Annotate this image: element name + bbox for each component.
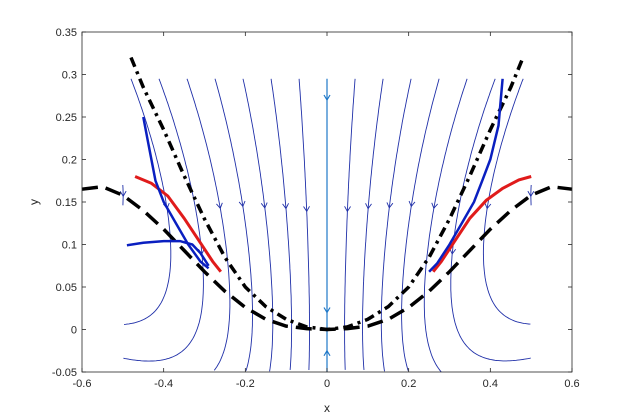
streamline-arrow: [365, 203, 372, 210]
streamline-arrow: [386, 202, 394, 209]
axes: -0.6 -0.4 -0.2 0 0.2 0.4 0.6 -0.05 0 0.05 0.1 0.15 0…: [52, 27, 580, 390]
overlay-curves: [81, 56, 573, 332]
x-tick-label: 0.6: [564, 378, 579, 390]
streamline-arrow: [527, 190, 535, 198]
y-tick-label: 0: [71, 325, 77, 337]
y-tick-label: 0.2: [62, 155, 77, 167]
x-tick-label: 0.2: [401, 378, 416, 390]
streamline: [186, 78, 231, 371]
center-arrow: [323, 94, 331, 102]
blue-curve: [428, 78, 504, 273]
streamline-arrow: [119, 190, 127, 198]
streamline-arrow: [282, 203, 289, 210]
x-tick-label: 0.4: [483, 378, 498, 390]
y-axis-label: y: [27, 199, 41, 205]
streamline: [123, 78, 172, 325]
streamline-arrow: [260, 202, 268, 209]
y-tick-label: 0.15: [56, 197, 77, 209]
y-tick-label: 0.25: [56, 112, 77, 124]
streamline-arrow: [344, 206, 351, 213]
red-curve: [134, 175, 222, 273]
streamline-arrow: [449, 248, 457, 255]
red-curve: [432, 175, 532, 273]
long-dash-curve: [81, 184, 573, 332]
x-tick-label: -0.4: [154, 378, 173, 390]
streamline-arrow: [238, 200, 246, 208]
y-tick-label: 0.3: [62, 70, 77, 82]
streamline: [401, 78, 440, 371]
streamline-arrow: [484, 202, 492, 210]
streamline: [423, 78, 468, 372]
center-arrow: [323, 349, 331, 357]
streamline: [298, 78, 310, 371]
streamline: [214, 78, 253, 371]
streamline-arrow: [431, 202, 438, 210]
streamline: [344, 78, 356, 370]
streamline: [123, 78, 204, 362]
streamline: [450, 78, 531, 362]
y-tick-label: 0.05: [56, 282, 77, 294]
streamline-arrow: [408, 200, 416, 208]
streamline-arrow: [216, 202, 223, 210]
blue-curve: [126, 239, 210, 267]
x-tick-label: -0.6: [73, 378, 92, 390]
streamlines: [119, 78, 535, 372]
blue-curve: [142, 116, 210, 270]
streamline: [482, 78, 531, 325]
y-tick-label: 0.35: [56, 27, 77, 39]
x-axis-label: x: [324, 401, 330, 415]
streamline-arrow: [303, 206, 310, 213]
x-tick-label: -0.2: [236, 378, 255, 390]
center-arrow: [323, 307, 331, 314]
y-tick-label: 0.1: [62, 240, 77, 252]
y-tick-label: -0.05: [52, 367, 77, 379]
x-tick-label: 0: [324, 378, 330, 390]
streamline: [362, 78, 384, 370]
